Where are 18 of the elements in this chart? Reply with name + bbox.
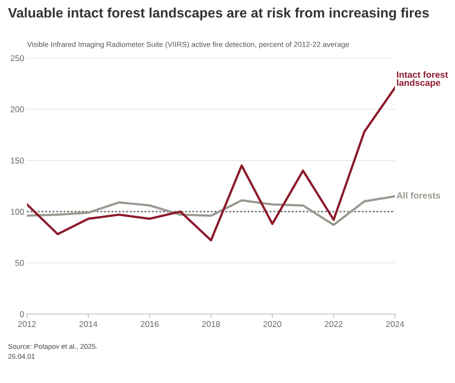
y-tick-label: 250 bbox=[10, 55, 24, 62]
x-tick-label: 2016 bbox=[140, 321, 159, 328]
y-tick-label: 100 bbox=[10, 208, 24, 215]
x-tick-label: 2014 bbox=[79, 321, 98, 328]
x-tick-label: 2012 bbox=[18, 321, 36, 328]
line-series bbox=[27, 195, 395, 226]
line-series bbox=[27, 86, 395, 242]
series-label: Intact forest landscape bbox=[396, 71, 448, 88]
y-tick-label: 200 bbox=[10, 106, 24, 112]
y-tick-label: 0 bbox=[20, 311, 24, 318]
y-tick-label: 150 bbox=[10, 158, 24, 164]
x-tick-label: 2022 bbox=[324, 321, 343, 328]
x-tick-label: 2024 bbox=[386, 321, 404, 328]
x-tick-label: 2020 bbox=[263, 321, 282, 328]
chart-title: Valuable intact forest landscapes are at risk from increasing fires bbox=[8, 8, 429, 20]
series-label: All forests bbox=[396, 192, 440, 199]
y-tick-label: 50 bbox=[15, 260, 24, 266]
x-tick-label: 2018 bbox=[202, 321, 220, 328]
